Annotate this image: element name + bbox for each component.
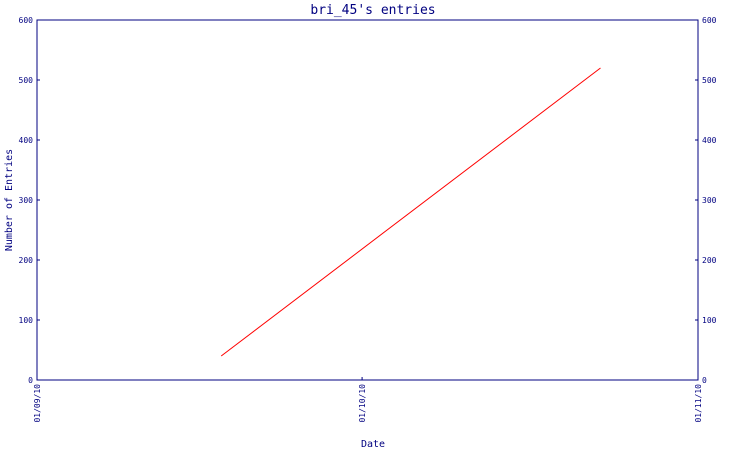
y-tick-label-left: 200	[19, 256, 34, 265]
y-tick-label-right: 200	[702, 256, 717, 265]
y-tick-label-left: 0	[28, 376, 33, 385]
x-axis-label: Date	[361, 439, 385, 450]
x-tick-label: 01/09/10	[33, 384, 42, 423]
y-tick-label-left: 600	[19, 16, 34, 25]
plot-frame	[36, 19, 699, 381]
series-layer	[220, 67, 601, 357]
x-tick-label: 01/11/10	[694, 384, 703, 423]
y-tick-label-left: 300	[19, 196, 34, 205]
y-tick-label-right: 300	[702, 196, 717, 205]
y-tick-label-left: 400	[19, 136, 34, 145]
y-tick-label-right: 0	[702, 376, 707, 385]
y-axis-label: Number of Entries	[4, 149, 15, 251]
y-tick-label-right: 600	[702, 16, 717, 25]
y-tick-label-left: 100	[19, 316, 34, 325]
ticks-layer: 0 0 100 100 200 200 300 300 400 400 500 500 600 600 01…	[19, 16, 717, 423]
y-tick-label-left: 500	[19, 76, 34, 85]
chart-title: bri_45's entries	[310, 3, 435, 18]
y-tick-label-right: 400	[702, 136, 717, 145]
series-line	[220, 67, 601, 357]
y-tick-label-right: 100	[702, 316, 717, 325]
y-tick-label-right: 500	[702, 76, 717, 85]
x-tick-label: 01/10/10	[358, 384, 367, 423]
